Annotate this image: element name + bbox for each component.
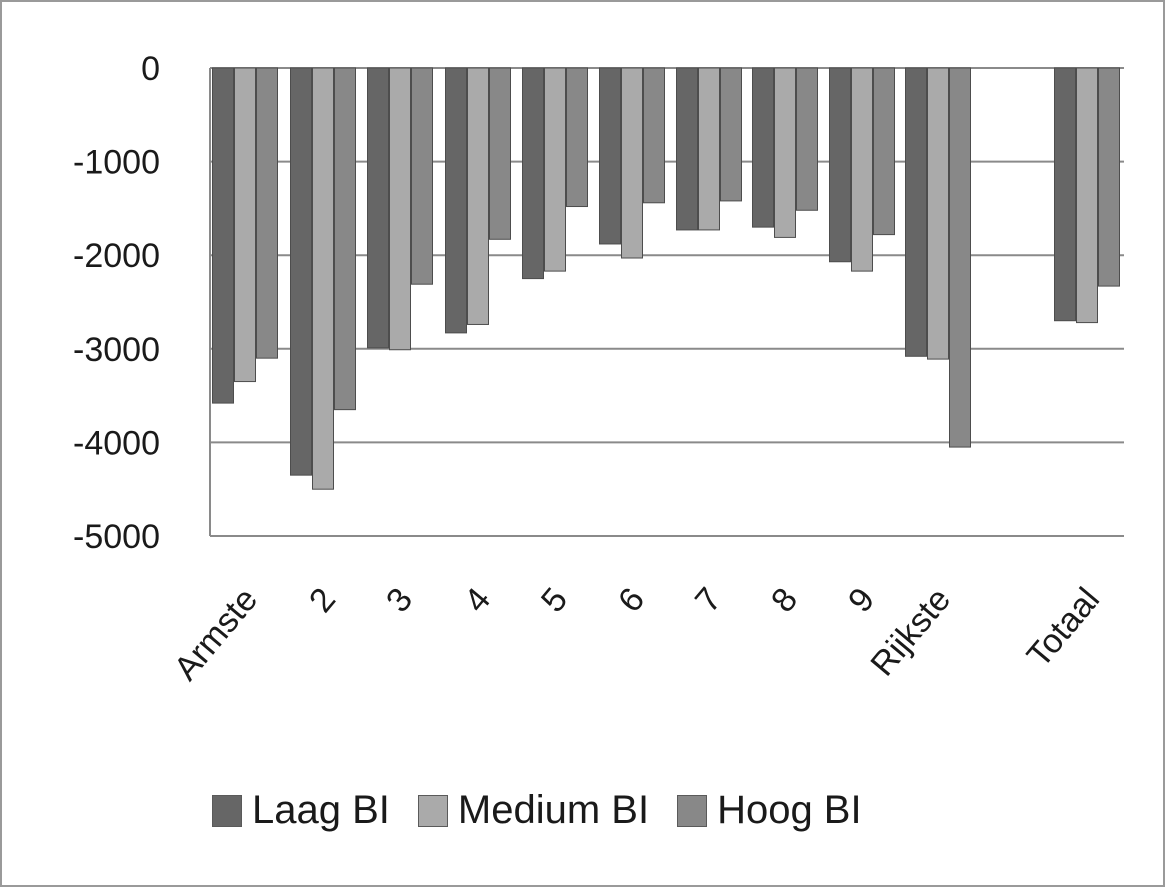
bar [1054,67,1076,322]
x-tick-label: 7 [688,581,729,620]
bar [544,67,566,272]
legend-swatch-hoog-bi [677,794,708,827]
bar [698,67,720,231]
bar [873,67,895,236]
bar [312,67,334,490]
y-tick-label: -2000 [73,237,160,275]
bar [566,67,588,208]
bar [234,67,256,383]
bar [445,67,467,334]
x-tick-label: 6 [611,581,652,620]
bar [256,67,278,359]
bar [643,67,665,204]
bar [467,67,489,325]
bar [829,67,851,263]
legend-label-hoog-bi: Hoog BI [717,788,862,832]
bar [522,67,544,280]
bar [1076,67,1098,324]
bar [489,67,511,240]
bar [796,67,818,211]
y-tick-label: 0 [141,50,160,88]
bar [720,67,742,202]
x-tick-label: Armste [167,581,265,688]
x-tick-label: Rijkste [863,581,958,684]
legend-label-laag-bi: Laag BI [252,788,390,832]
legend-swatch-medium-bi [417,794,448,827]
x-tick-label: 2 [302,581,343,620]
bar [389,67,411,351]
legend-item-hoog-bi: Hoog BI [677,788,862,833]
x-tick-label: 4 [457,581,498,620]
legend-label-medium-bi: Medium BI [457,788,650,832]
y-tick-label: -1000 [73,144,160,182]
x-tick-label: Totaal [1020,581,1107,675]
legend-swatch-laag-bi [212,794,242,827]
y-tick-label: -5000 [73,518,160,556]
bar [851,67,873,272]
bar [367,67,389,349]
legend: Laag BI Medium BI Hoog BI [212,788,890,833]
bar [621,67,643,259]
bar [1098,67,1120,287]
bar [676,67,698,231]
legend-item-laag-bi: Laag BI [212,788,390,833]
bar [290,67,312,476]
bar [949,67,971,448]
bar [599,67,621,245]
bar [411,67,433,285]
bar [905,67,927,357]
bar [752,67,774,228]
bar [927,67,949,360]
x-tick-label: 5 [534,581,575,620]
x-tick-label: 3 [379,581,420,620]
x-tick-label: 9 [841,581,882,620]
legend-item-medium-bi: Medium BI [417,788,650,833]
bar [774,67,796,238]
bar [212,67,234,404]
y-tick-label: -3000 [73,331,160,369]
x-tick-label: 8 [764,581,805,620]
y-tick-label: -4000 [73,424,160,462]
bar [334,67,356,411]
